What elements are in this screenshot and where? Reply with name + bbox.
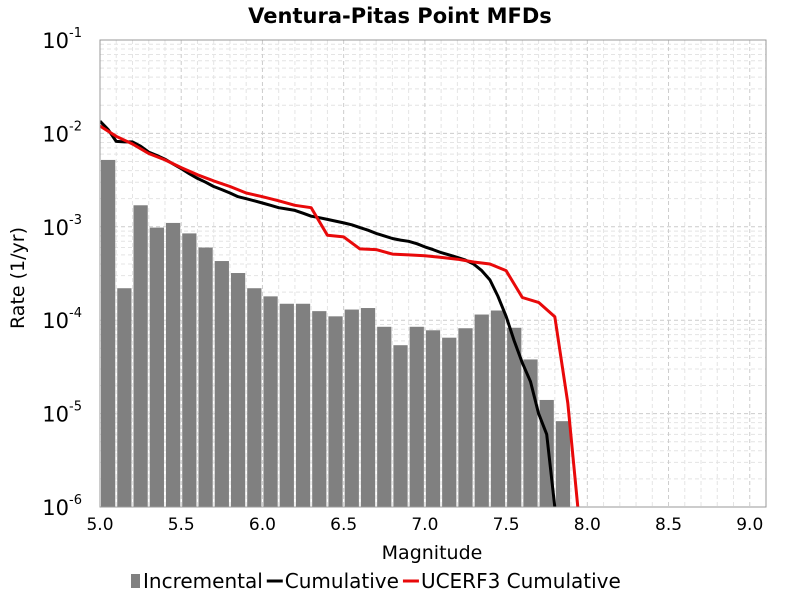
y-tick-label: 10-3 [42,213,82,240]
incremental-bar [279,303,294,507]
incremental-bar [377,326,392,507]
y-tick-label: 10-6 [42,493,82,520]
legend-item: Cumulative [266,569,399,593]
incremental-bar [442,337,457,507]
x-tick-label: 7.0 [411,515,438,535]
ucerf3-cumulative-line [100,124,580,507]
incremental-bar [555,421,571,507]
x-tick-labels: 5.0 5.5 6.0 6.5 7.0 7.5 8.0 8.5 9.0 [86,515,763,535]
legend-item: Incremental [131,569,263,593]
incremental-bar [507,327,522,507]
incremental-bar [312,311,327,507]
incremental-bar [182,233,197,507]
x-tick-label: 8.0 [574,515,601,535]
incremental-bar [328,316,343,507]
series-lines [100,120,580,507]
incremental-bar [409,326,424,507]
incremental-bar [263,296,278,507]
legend-label: UCERF3 Cumulative [421,569,621,593]
plot-frame [99,39,767,508]
incremental-bar [165,222,181,507]
x-tick-label: 7.5 [493,515,520,535]
incremental-bar [101,159,116,507]
incremental-bars [101,159,571,508]
incremental-bar [360,308,376,507]
x-tick-label: 6.0 [249,515,276,535]
incremental-bar [247,288,262,507]
incremental-bar [198,247,213,507]
incremental-bar [458,328,473,507]
y-tick-label: 10-2 [42,119,82,146]
incremental-bar [133,205,148,508]
x-tick-label: 9.0 [736,515,763,535]
axes [99,39,767,508]
chart-title: Ventura-Pitas Point MFDs [248,4,552,28]
y-tick-label: 10-4 [42,306,82,333]
x-tick-label: 8.5 [655,515,682,535]
legend-label: Cumulative [285,569,399,593]
legend-item: UCERF3 Cumulative [402,569,621,593]
incremental-bar [425,330,441,507]
x-axis-label: Magnitude [382,542,483,564]
y-axis-label: Rate (1/yr) [7,227,29,329]
incremental-bar [149,227,164,507]
y-tick-label: 10-5 [42,400,82,427]
incremental-bar [490,310,506,507]
incremental-bar [474,314,489,507]
legend-label: Incremental [143,569,263,593]
incremental-bar [214,261,229,507]
incremental-bar [393,345,408,507]
incremental-bar [230,273,246,507]
legend: Incremental Cumulative UCERF3 Cumulative [131,569,621,593]
y-tick-label: 10-1 [42,26,82,53]
incremental-bar [117,288,132,507]
incremental-bar [344,309,359,507]
y-tick-labels: 10-6 10-5 10-4 10-3 10-2 10-1 [42,26,82,520]
legend-swatch [131,574,140,588]
x-tick-label: 5.0 [86,515,113,535]
x-tick-label: 5.5 [168,515,195,535]
x-tick-label: 6.5 [330,515,357,535]
incremental-bar [295,303,311,507]
